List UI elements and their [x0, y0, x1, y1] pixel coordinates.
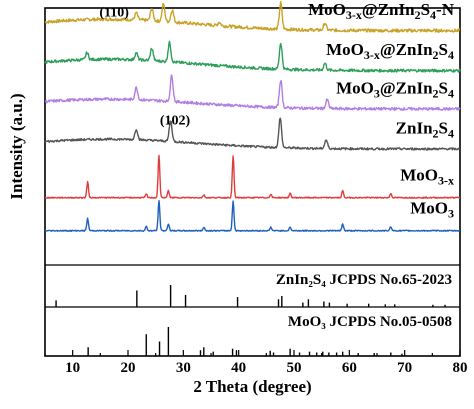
series-label-5: MoO3-x [400, 165, 454, 187]
series-label-2: MoO3-x@ZnIn2S4 [326, 40, 454, 62]
reference-label-2: MoO₃ JCPDS No.05-0508 [288, 314, 452, 330]
plot-frame [44, 7, 461, 357]
x-tick-label-20: 20 [121, 360, 136, 376]
x-tick-label-10: 10 [65, 360, 80, 376]
x-tick-label-80: 80 [453, 360, 468, 376]
series-line-6 [44, 199, 461, 232]
x-tick-label-50: 50 [287, 360, 302, 376]
series-label-3: MoO3@ZnIn2S4 [336, 78, 454, 100]
x-axis-label: 2 Theta (degree) [193, 377, 311, 396]
series-line-1 [44, 1, 461, 33]
x-tick-label-60: 60 [342, 360, 357, 376]
peak-annotation-1: (110) [99, 6, 129, 21]
series-line-4 [44, 117, 461, 151]
series-label-6: MoO3 [410, 198, 454, 220]
series-label-4: ZnIn2S4 [396, 118, 454, 140]
series-line-3 [44, 74, 461, 112]
x-tick-label-70: 70 [397, 360, 412, 376]
series-line-5 [44, 154, 461, 199]
reference-label-1: ZnIn₂S₄ JCPDS No.65-2023 [276, 272, 452, 288]
x-tick-label-30: 30 [176, 360, 191, 376]
x-tick-label-40: 40 [231, 360, 246, 376]
peak-annotation-2: (102) [160, 114, 191, 129]
y-axis-label: Intensity (a.u.) [7, 93, 26, 199]
series-line-2 [44, 40, 461, 73]
series-label-1: MoO3-x@ZnIn2S4-N [308, 0, 455, 22]
